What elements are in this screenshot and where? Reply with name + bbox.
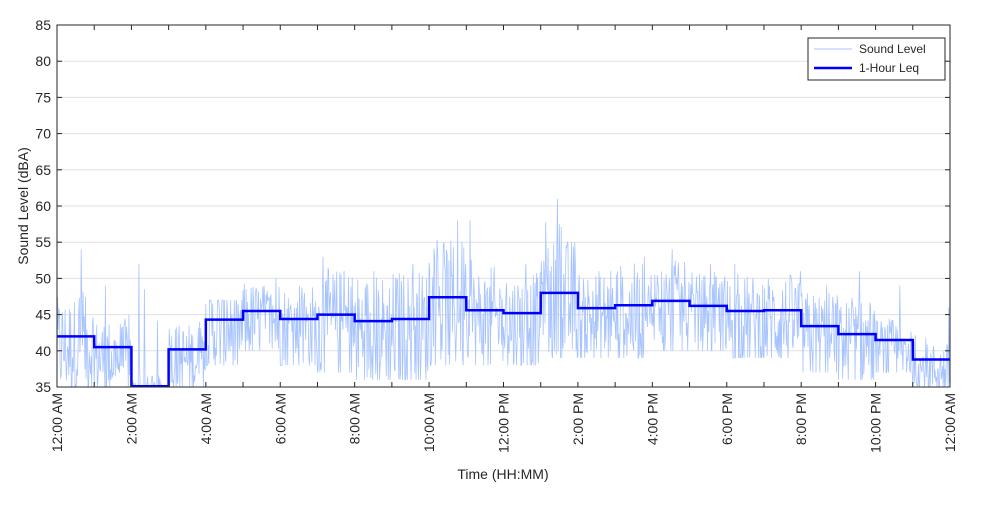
x-tick-label: 4:00 PM [644, 393, 660, 445]
x-tick-label: 6:00 AM [272, 393, 288, 444]
x-tick-label: 12:00 AM [49, 393, 65, 452]
y-tick-label: 45 [35, 307, 51, 323]
x-tick-label: 12:00 PM [496, 393, 512, 453]
legend-label-leq: 1-Hour Leq [859, 61, 919, 75]
legend: Sound Level 1-Hour Leq [807, 37, 946, 81]
x-tick-label: 8:00 AM [347, 393, 363, 444]
x-tick-label: 8:00 PM [793, 393, 809, 445]
y-tick-label: 35 [35, 379, 51, 395]
axes: 35 40 45 50 55 60 65 70 75 80 85 12:00 AM 2:00 AM 4:0… [35, 17, 958, 453]
y-tick-label: 80 [35, 53, 51, 69]
y-tick-label: 50 [35, 270, 51, 286]
y-tick-label: 60 [35, 198, 51, 214]
y-tick-label: 75 [35, 89, 51, 105]
x-axis-label: Time (HH:MM) [457, 466, 548, 482]
legend-label-sound-level: Sound Level [859, 42, 926, 56]
plot-series [56, 198, 950, 388]
series-1-hour-leq [57, 291, 950, 388]
x-tick-label: 2:00 AM [123, 393, 139, 444]
x-tick-label: 12:00 AM [942, 393, 958, 452]
y-tick-label: 70 [35, 126, 51, 142]
y-tick-label: 55 [35, 234, 51, 250]
y-tick-label: 65 [35, 162, 51, 178]
x-tick-label: 6:00 PM [719, 393, 735, 445]
x-tick-label: 10:00 AM [421, 393, 437, 452]
x-tick-label: 4:00 AM [198, 393, 214, 444]
x-tick-label: 2:00 PM [570, 393, 586, 445]
plot-frame [56, 24, 951, 388]
y-axis-label: Sound Level (dBA) [15, 147, 31, 265]
y-tick-label: 85 [35, 17, 51, 33]
series-sound-level [56, 198, 950, 388]
x-tick-label: 10:00 PM [868, 393, 884, 453]
y-tick-label: 40 [35, 343, 51, 359]
legend-box [807, 37, 946, 81]
